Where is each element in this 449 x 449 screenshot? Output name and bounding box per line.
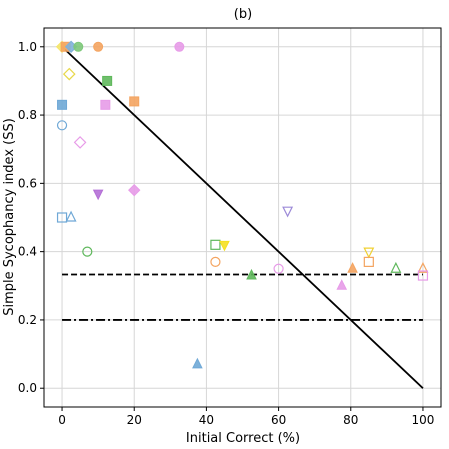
data-point-circle bbox=[174, 41, 185, 52]
x-tick-label: 40 bbox=[199, 413, 214, 427]
data-point-triangle-up bbox=[390, 261, 402, 273]
data-point-triangle-up bbox=[192, 357, 203, 369]
data-point-triangle-up bbox=[347, 262, 358, 273]
chart-title: (b) bbox=[234, 7, 252, 22]
data-point-square bbox=[210, 239, 221, 250]
y-tick-label: 0.0 bbox=[18, 381, 37, 395]
data-point-square bbox=[417, 270, 429, 281]
data-point-square bbox=[363, 256, 374, 267]
y-axis-title: Simple Sycophancy index (SS) bbox=[2, 118, 17, 316]
data-point-circle bbox=[82, 246, 93, 257]
y-tick-label: 0.4 bbox=[18, 245, 37, 259]
solid-reference-line bbox=[61, 46, 424, 389]
y-tick-label: 0.2 bbox=[18, 313, 37, 327]
data-point-circle bbox=[93, 41, 104, 52]
y-tick-label: 0.8 bbox=[18, 108, 37, 122]
data-point-circle bbox=[273, 263, 284, 274]
x-tick-label: 60 bbox=[271, 413, 286, 427]
data-point-diamond bbox=[128, 183, 141, 197]
data-points bbox=[55, 40, 429, 369]
grid-lines bbox=[44, 28, 441, 407]
plot-frame bbox=[43, 27, 442, 408]
data-point-square bbox=[100, 99, 111, 110]
data-point-circle bbox=[73, 41, 84, 52]
data-point-square bbox=[57, 99, 68, 110]
y-tick-label: 1.0 bbox=[18, 40, 37, 54]
x-tick-label: 100 bbox=[412, 413, 435, 427]
axis-ticks: 0 20 40 60 80 100 0.0 0.2 0.4 0.6 0.8 1.0 bbox=[18, 40, 435, 427]
data-point-triangle-down bbox=[363, 247, 375, 259]
x-tick-label: 20 bbox=[127, 413, 142, 427]
data-point-circle bbox=[210, 256, 221, 267]
data-point-triangle-up bbox=[246, 268, 257, 280]
data-point-diamond bbox=[62, 67, 76, 81]
x-tick-label: 0 bbox=[58, 413, 66, 427]
reference-lines bbox=[61, 46, 424, 389]
y-tick-label: 0.6 bbox=[18, 176, 37, 190]
x-tick-label: 80 bbox=[343, 413, 358, 427]
data-point-triangle-down bbox=[219, 240, 230, 252]
data-point-diamond bbox=[73, 136, 87, 149]
data-point-circle bbox=[56, 120, 68, 131]
data-point-square bbox=[102, 75, 113, 86]
data-point-triangle-down bbox=[92, 189, 104, 201]
data-point-triangle-down bbox=[282, 206, 294, 218]
x-axis-title: Initial Correct (%) bbox=[186, 431, 300, 446]
data-point-triangle-up bbox=[336, 279, 348, 290]
data-point-square bbox=[129, 96, 140, 107]
data-point-triangle-up bbox=[417, 261, 429, 273]
data-point-triangle-up bbox=[65, 210, 77, 222]
data-point-square bbox=[56, 212, 68, 223]
